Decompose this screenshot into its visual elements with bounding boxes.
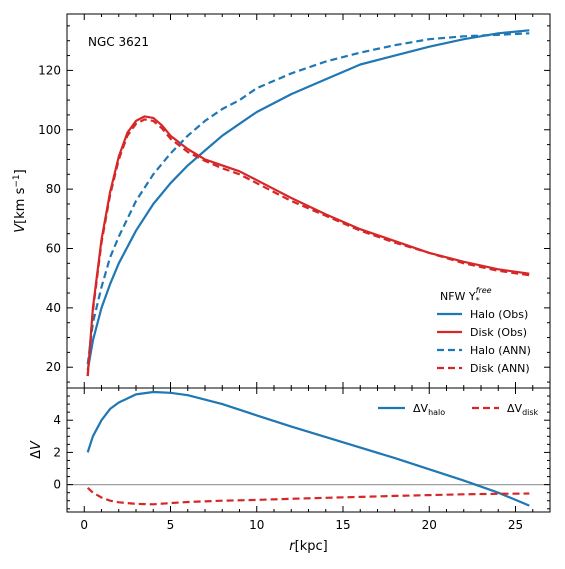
top-y-tick-label: 40	[46, 301, 61, 315]
x-tick-label: 25	[508, 518, 523, 532]
top-y-tick-label: 120	[38, 63, 61, 77]
top-y-tick-label: 100	[38, 123, 61, 137]
top-y-tick-label: 80	[46, 182, 61, 196]
y-axis-label-exp: −1	[12, 174, 22, 187]
legend-title: NFW Υ*free	[440, 286, 492, 305]
series-line--v-halo	[86, 390, 530, 507]
series-line-halo-ann-	[86, 32, 530, 365]
legend-entry: Halo (Obs)	[470, 308, 528, 321]
legend-entry: Halo (ANN)	[470, 344, 531, 357]
legend-entry: ΔVdisk	[507, 402, 539, 417]
y-axis-label-var: V	[13, 223, 28, 233]
x-tick-label: 5	[167, 518, 175, 532]
legend-entry-sub: disk	[522, 408, 538, 417]
axis-labels: r[kpc]V[km s−1]ΔV	[12, 169, 328, 554]
x-axis-label-var: r	[289, 539, 296, 554]
series-line-halo-obs-	[86, 29, 530, 371]
series-line-disk-ann-	[86, 118, 530, 377]
bottom-panel: 0 5 10 15 20 25 0 2 4 ΔVhalo ΔVdisk	[53, 387, 551, 532]
y-axis-label-unit: [km s	[13, 187, 28, 223]
bottom-y-tick-label: 0	[53, 478, 61, 492]
y-axis-label-top: V[km s−1]	[12, 169, 28, 232]
bottom-y-tick-label: 4	[53, 413, 61, 427]
x-tick-label: 15	[335, 518, 350, 532]
x-tick-label: 20	[422, 518, 437, 532]
galaxy-name-annotation: NGC 3621	[88, 35, 149, 49]
legend-title-sub: *	[476, 296, 480, 305]
y-axis-label-bottom-var: V	[29, 440, 44, 450]
bottom-y-tick-label: 2	[53, 445, 61, 459]
bottom-frame	[66, 387, 551, 513]
x-axis-label-unit: [kpc]	[295, 539, 328, 554]
y-axis-label-bottom: ΔV	[29, 440, 44, 459]
x-tick-label: 0	[80, 518, 88, 532]
top-y-tick-label: 20	[46, 360, 61, 374]
top-y-tick-label: 60	[46, 241, 61, 255]
legend-entry: ΔVhalo	[413, 402, 445, 417]
y-axis-label-close: ]	[13, 169, 28, 174]
legend-entry: Disk (Obs)	[470, 326, 527, 339]
x-axis-label: r[kpc]	[289, 539, 327, 554]
series-line--v-disk	[86, 486, 530, 506]
legend-title-sup: free	[476, 286, 492, 295]
x-tick-label: 10	[249, 518, 264, 532]
legend-entry: Disk (ANN)	[470, 362, 530, 375]
series-line-disk-obs-	[86, 115, 530, 377]
top-panel: 20 40 60 80 100 120 NGC 3621 NFW Υ*free Halo (Ob…	[38, 13, 551, 389]
legend-entry-sub: halo	[428, 408, 445, 417]
